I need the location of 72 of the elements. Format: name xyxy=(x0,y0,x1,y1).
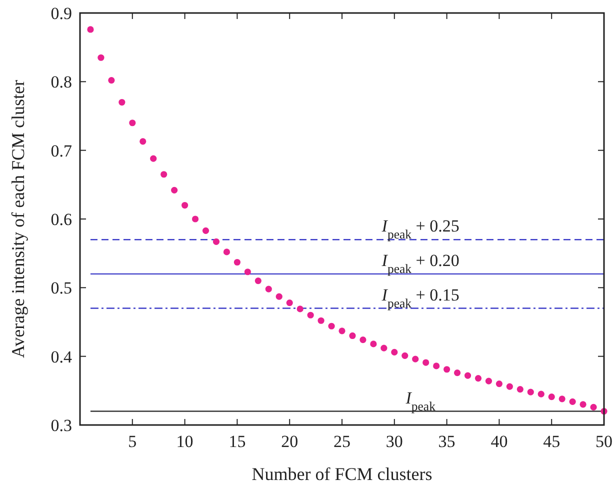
point xyxy=(182,202,188,209)
point xyxy=(140,138,146,145)
point xyxy=(412,356,419,362)
point xyxy=(558,396,566,402)
y-tick-label: 0.3 xyxy=(50,416,72,435)
point xyxy=(338,328,346,334)
x-axis-title: Number of FCM clusters xyxy=(252,464,432,484)
y-tick-label: 0.6 xyxy=(50,210,72,229)
point xyxy=(87,26,94,33)
point xyxy=(254,278,262,284)
point xyxy=(286,299,293,306)
y-tick-label: 0.4 xyxy=(50,347,72,366)
x-tick-label: 45 xyxy=(543,432,560,451)
point xyxy=(474,375,482,382)
point xyxy=(318,317,324,324)
x-tick-label: 20 xyxy=(281,432,298,451)
point xyxy=(192,216,199,222)
x-tick-label: 35 xyxy=(438,432,456,451)
ref-line-label: I$_{peak}$ xyxy=(404,388,436,414)
point xyxy=(569,398,576,405)
x-tick-label: 15 xyxy=(228,432,246,451)
point xyxy=(433,362,440,370)
y-axis-title: Average intensity of each FCM cluster xyxy=(8,80,28,358)
y-tick-label: 0.9 xyxy=(50,4,72,23)
point xyxy=(108,76,115,84)
point xyxy=(590,404,597,410)
point xyxy=(391,348,398,356)
point xyxy=(516,386,524,393)
point xyxy=(202,227,210,234)
x-tick-label: 50 xyxy=(596,432,612,451)
x-tick-label: 5 xyxy=(128,432,137,451)
x-tick-label: 30 xyxy=(386,432,403,451)
point xyxy=(244,268,251,276)
ref-line-label: I$_{peak}$ + 0.15 xyxy=(380,285,460,310)
point xyxy=(276,293,282,300)
point xyxy=(265,286,272,292)
point xyxy=(118,98,126,106)
point xyxy=(402,352,408,359)
point xyxy=(223,248,230,256)
point xyxy=(580,401,586,408)
point xyxy=(506,383,513,390)
point xyxy=(538,390,544,398)
point xyxy=(485,378,492,384)
point xyxy=(171,186,178,194)
point xyxy=(370,340,377,348)
point xyxy=(444,366,450,373)
x-tick-label: 25 xyxy=(334,432,350,451)
point xyxy=(307,312,314,318)
point xyxy=(234,258,240,266)
point xyxy=(349,332,356,340)
point xyxy=(464,372,472,379)
point xyxy=(150,155,157,162)
x-tick-label: 40 xyxy=(490,432,508,451)
point xyxy=(548,394,555,400)
point xyxy=(129,120,136,126)
point xyxy=(454,370,461,376)
ref-line-label: I$_{peak}$ + 0.20 xyxy=(380,250,460,276)
point xyxy=(160,171,168,178)
point xyxy=(380,344,388,352)
y-tick-label: 0.5 xyxy=(50,278,72,298)
point xyxy=(360,336,366,344)
x-tick-label: 10 xyxy=(176,432,194,451)
point xyxy=(98,54,104,61)
y-tick-label: 0.7 xyxy=(50,141,72,160)
point xyxy=(212,238,220,245)
ref-line-label: I$_{peak}$ + 0.25 xyxy=(380,216,460,242)
point xyxy=(496,380,502,388)
point xyxy=(328,322,335,330)
point xyxy=(422,359,430,366)
y-tick-label: 0.8 xyxy=(50,72,72,92)
point xyxy=(296,306,304,312)
point xyxy=(527,388,534,396)
